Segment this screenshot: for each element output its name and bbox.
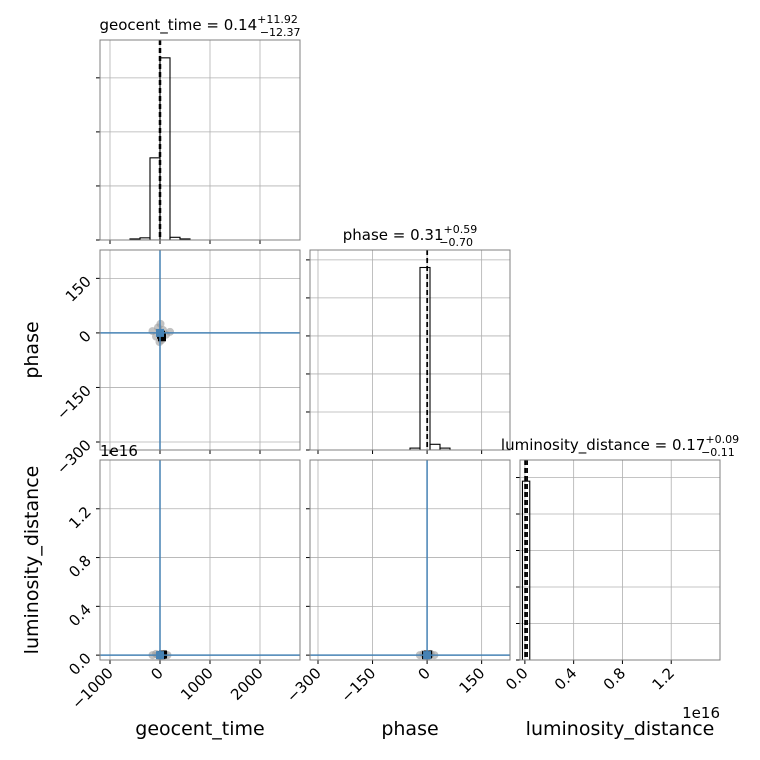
truth-marker (156, 651, 164, 660)
data-layer (409, 250, 451, 450)
density-core (158, 333, 166, 342)
panel-frame (309, 249, 511, 451)
x-axis-label: geocent_time (135, 718, 264, 740)
title-main: geocent_time = 0.14 (99, 16, 257, 35)
histogram-bar (521, 480, 531, 660)
title-sup: +0.09 (705, 433, 739, 446)
y-axis-label: phase (21, 321, 43, 378)
truth-marker (156, 328, 164, 337)
title-sub: −0.11 (701, 446, 735, 459)
panel-frame (99, 39, 301, 241)
title-sub: −0.70 (439, 236, 473, 249)
panel-frame (99, 249, 301, 451)
panel-frame (309, 459, 511, 661)
x-offset-label: 1e16 (682, 704, 720, 722)
y-offset-label: 1e16 (100, 442, 138, 460)
panel-title: luminosity_distance = 0.17+0.09 −0.11 (501, 433, 739, 459)
y-axis-label: luminosity_distance (21, 466, 43, 655)
data-layer (310, 460, 510, 660)
title-main: luminosity_distance = 0.17 (501, 436, 705, 455)
x-axis-label: phase (381, 718, 438, 740)
panel-frame (99, 459, 301, 661)
panel-frame (519, 459, 721, 661)
panel: phase = 0.31+0.59 −0.70 (306, 223, 511, 454)
x-axis-label: luminosity_distance (526, 718, 715, 740)
data-layer (100, 460, 300, 660)
panel: geocent_time = 0.14+11.92 −12.37 (96, 13, 301, 244)
title-sup: +0.59 (444, 223, 478, 236)
data-layer (521, 460, 531, 660)
title-main: phase = 0.31 (343, 226, 444, 244)
title-sub: −12.37 (260, 26, 301, 39)
histogram-bar (419, 266, 431, 450)
title-sup: +11.92 (257, 13, 298, 26)
truth-marker (423, 651, 432, 660)
panel-title: phase = 0.31+0.59 −0.70 (343, 223, 478, 249)
panel-title: geocent_time = 0.14+11.92 −12.37 (99, 13, 300, 39)
data-layer (100, 250, 300, 450)
sample-point (166, 327, 174, 336)
